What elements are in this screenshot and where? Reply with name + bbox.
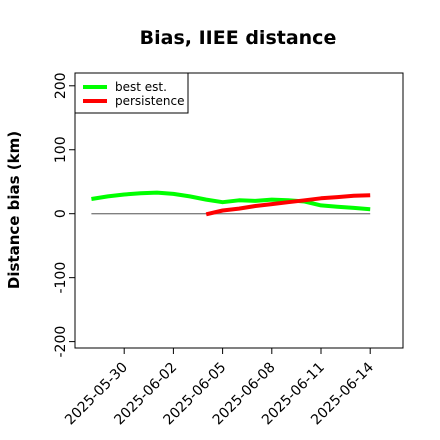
y-tick-label: 100: [53, 136, 69, 163]
legend-label-1: best est.: [115, 80, 167, 94]
x-axis: 2025-05-302025-06-022025-06-052025-06-08…: [62, 348, 377, 428]
plot-area: [91, 190, 371, 217]
y-axis: -200 -100 0 100 200: [53, 72, 75, 357]
y-tick-label: -200: [53, 326, 69, 358]
plot-frame: [74, 72, 404, 349]
y-tick-label: -100: [53, 262, 69, 294]
chart-title: Bias, IIEE distance: [140, 27, 337, 49]
y-tick-label: 0: [53, 209, 69, 218]
series-line-1: [91, 190, 371, 212]
series-line-2: [205, 193, 371, 217]
legend-label-2: persistence: [115, 94, 184, 108]
y-axis-label: Distance bias (km): [5, 131, 23, 289]
legend-box: [74, 72, 189, 114]
y-tick-label: 200: [53, 72, 69, 99]
legend: best est.persistence: [74, 72, 189, 114]
